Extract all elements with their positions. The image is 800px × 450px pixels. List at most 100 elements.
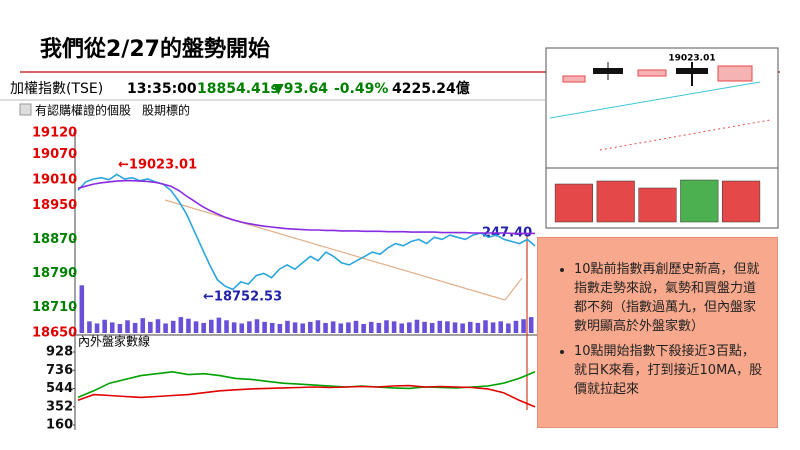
bar — [445, 321, 450, 333]
bar — [109, 322, 115, 333]
bar — [163, 323, 168, 333]
inset-label: 19023.01 — [668, 54, 715, 64]
y-tick-label: 18950 — [32, 198, 77, 213]
bar — [338, 323, 344, 333]
y-tick-label: 160 — [46, 418, 73, 433]
bar — [132, 322, 138, 333]
bar — [452, 322, 458, 333]
bar — [193, 321, 199, 333]
bar — [521, 319, 526, 333]
bar — [308, 321, 313, 333]
bar — [247, 321, 252, 333]
bar — [269, 322, 275, 333]
quote-name: 加權指數(TSE) — [10, 81, 103, 97]
bar — [422, 321, 427, 333]
bar — [224, 320, 229, 333]
bar — [391, 321, 397, 333]
y-tick-label: 18650 — [32, 326, 77, 341]
bar — [201, 322, 206, 333]
bar — [148, 321, 153, 333]
bar — [361, 323, 366, 333]
bar — [231, 322, 237, 333]
bar — [315, 320, 321, 333]
bar — [117, 323, 123, 333]
annotation: ←18752.53 — [203, 290, 282, 305]
bar — [239, 323, 245, 333]
inset-candles — [549, 62, 771, 151]
bar — [285, 320, 290, 333]
bar — [467, 321, 473, 333]
bar — [330, 321, 336, 333]
bar — [384, 320, 389, 333]
bar — [498, 321, 504, 333]
bar — [178, 317, 184, 333]
bar — [87, 321, 92, 333]
bar — [460, 323, 465, 333]
bar — [429, 322, 435, 333]
bar — [292, 322, 298, 333]
note-list: 10點前指數再創歷史新高，但就指數走勢來說，氣勢和買盤力道都不夠（指數過萬九，但… — [560, 260, 763, 399]
annotation: ←19023.01 — [118, 158, 197, 173]
bar — [475, 322, 481, 333]
bar — [125, 320, 130, 333]
bar — [346, 322, 351, 333]
bar — [506, 323, 511, 333]
trend-line — [164, 199, 506, 301]
bar — [300, 323, 305, 333]
y-tick-label: 19070 — [32, 147, 77, 162]
bar — [368, 321, 374, 333]
bar — [490, 322, 496, 333]
note-box: 10點前指數再創歷史新高，但就指數走勢來說，氣勢和買盤力道都不夠（指數過萬九，但… — [537, 237, 778, 428]
bar — [209, 319, 214, 333]
bar — [722, 180, 761, 223]
quote-amount: 4225.24億 — [392, 80, 470, 97]
bar — [186, 318, 191, 333]
bar — [528, 317, 534, 333]
note: 10點前指數再創歷史新高，但就指數走勢來說，氣勢和買盤力道都不夠（指數過萬九，但… — [574, 260, 763, 336]
bar — [680, 179, 719, 223]
filter[interactable]: 有認購權證的個股 — [35, 103, 131, 118]
bar — [638, 187, 677, 223]
panel-title: 內外盤家數線 — [78, 334, 150, 349]
quote-time: 13:35:00 — [127, 81, 197, 97]
series-line — [77, 370, 536, 399]
y-tick-label: 18710 — [32, 300, 77, 315]
y-tick-label: 544 — [46, 381, 73, 396]
bar — [407, 322, 412, 333]
bar — [596, 180, 635, 223]
slide-title: 我們從2/27的盤勢開始 — [40, 36, 270, 62]
quote-change: ▼93.64 — [273, 81, 328, 97]
bar — [483, 320, 488, 333]
bar — [277, 323, 283, 333]
y-tick-label: 18870 — [32, 232, 77, 247]
bar — [79, 285, 85, 333]
quote-percent: -0.49% — [334, 81, 388, 97]
bar — [140, 318, 146, 333]
bar — [170, 320, 176, 333]
bar — [376, 322, 382, 333]
note: 10點開始指數下殺接近3百點，就日K來看，打到接近10MA，股價就拉起來 — [574, 342, 763, 399]
y-tick-label: 928 — [46, 345, 73, 360]
bar — [94, 323, 100, 333]
bar — [437, 320, 443, 333]
bar — [513, 320, 519, 333]
checkbox[interactable] — [19, 103, 32, 116]
bar — [216, 317, 222, 333]
bar — [414, 319, 420, 333]
y-tick-label: 19010 — [32, 172, 77, 187]
bar — [399, 323, 404, 333]
quote-price: 18854.41s — [197, 81, 279, 97]
bar — [262, 321, 267, 333]
quote-row: 加權指數(TSE) 13:35:00 18854.41s ▼93.64 -0.4… — [10, 80, 470, 97]
bar — [155, 319, 161, 333]
series-line — [77, 384, 536, 408]
trend-line — [504, 277, 523, 301]
bar — [102, 319, 107, 333]
y-tick-label: 736 — [46, 363, 73, 378]
bar — [323, 322, 328, 333]
filter[interactable]: 股期標的 — [142, 103, 190, 118]
y-tick-label: 18790 — [32, 266, 77, 281]
y-tick-label: 19120 — [32, 126, 77, 141]
